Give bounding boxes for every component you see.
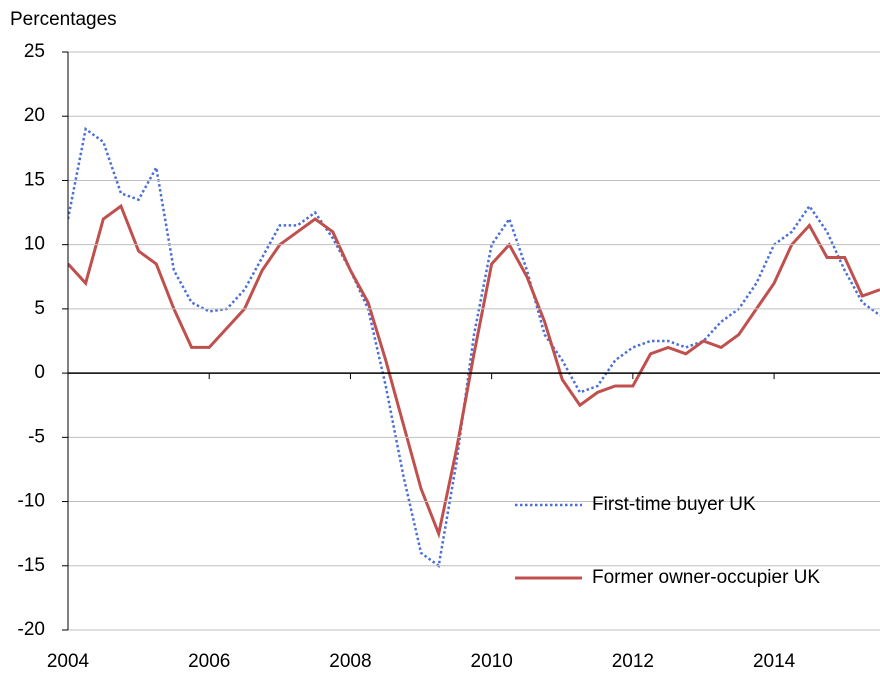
series-line: [68, 203, 880, 539]
y-tick-label: -10: [18, 491, 45, 512]
y-tick-label: 0: [34, 362, 45, 383]
x-tick-label: 2014: [753, 651, 796, 672]
y-tick-label: 15: [24, 169, 45, 190]
x-tick-label: 2006: [188, 651, 230, 672]
x-tick-label: 2010: [471, 651, 513, 672]
y-tick-label: -20: [18, 619, 45, 640]
y-tick-label: 20: [24, 105, 45, 126]
x-tick-label: 2012: [612, 651, 654, 672]
y-tick-label: -15: [18, 555, 45, 576]
x-tick-label: 2004: [47, 651, 90, 672]
legend-label: Former owner-occupier UK: [592, 567, 820, 588]
y-tick-label: 5: [34, 298, 45, 319]
y-axis-label: Percentages: [10, 9, 117, 30]
y-tick-label: 25: [24, 41, 45, 62]
x-tick-label: 2008: [329, 651, 371, 672]
y-tick-label: -5: [28, 426, 45, 447]
legend-label: First-time buyer UK: [592, 494, 756, 515]
plot-area: [68, 126, 880, 568]
y-tick-label: 10: [24, 234, 45, 255]
